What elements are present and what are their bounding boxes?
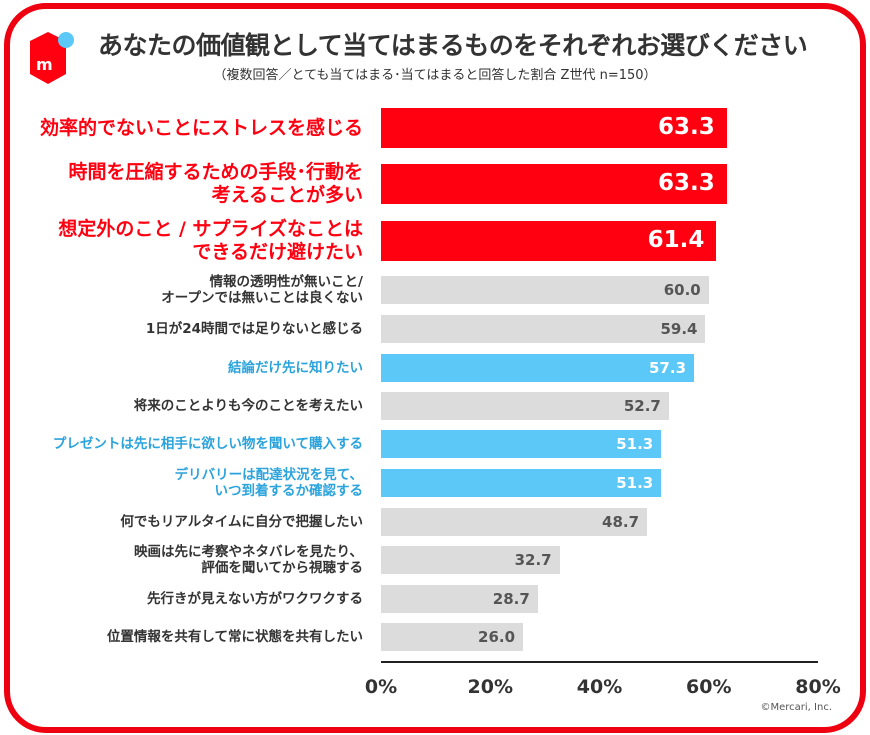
value-label: 57.3 [649,358,687,377]
value-label: 32.7 [514,550,552,569]
bar [381,469,662,497]
category-label: 先行きが見えない方がワクワクする [147,590,363,607]
category-label: 結論だけ先に知りたい [228,359,363,376]
bar [381,354,694,382]
chart-subtitle: （複数回答／とても当てはまる･当てはまると回答した割合 Z世代 n=150） [213,68,657,83]
chart-frame [4,3,866,733]
category-label: 位置情報を共有して常に状態を共有したい [106,628,363,645]
mercari-logo: m [30,32,74,84]
value-label: 51.3 [616,434,654,453]
category-label: 何でもリアルタイムに自分で把握したい [120,513,363,530]
bar [381,315,706,343]
bar [381,585,538,613]
x-axis-line [381,661,818,663]
bar [381,392,669,420]
category-label: 1日が24時間では足りないと感じる [145,320,363,337]
value-label: 61.4 [647,226,705,253]
category-label: 時間を圧縮するための手段･行動を 考えることが多い [68,161,363,206]
category-label: 映画は先に考察やネタバレを見たり、 評価を聞いてから視聴する [134,543,363,576]
value-label: 59.4 [660,319,698,338]
value-label: 48.7 [602,512,640,531]
bar [381,508,648,536]
value-label: 60.0 [663,280,701,299]
value-label: 63.3 [658,169,715,196]
x-tick-label: 60% [686,676,732,698]
value-label: 26.0 [478,627,516,646]
value-label: 51.3 [616,473,654,492]
category-label: 将来のことよりも今のことを考えたい [133,397,363,414]
x-tick-label: 0% [364,676,398,698]
bar [381,164,727,204]
value-label: 28.7 [492,589,530,608]
value-label: 52.7 [623,396,661,415]
x-tick-label: 20% [467,676,513,698]
category-label: 効率的でないことにストレスを感じる [39,116,363,139]
svg-text:m: m [36,55,53,74]
bar [381,546,560,574]
bar [381,430,662,458]
value-label: 63.3 [658,113,715,140]
x-tick-label: 40% [576,676,623,698]
category-label: デリバリーは配達状況を見て、 いつ到着するか確認する [174,466,363,499]
bar [381,221,717,261]
category-label: 想定外のこと / サプライズなことは できるだけ避けたい [58,218,363,263]
bar [381,108,727,148]
category-label: プレゼントは先に相手に欲しい物を聞いて購入する [52,435,363,452]
bar [381,276,709,304]
chart-title: あなたの価値観として当てはまるものをそれぞれお選びください [98,31,808,60]
bar [381,623,524,651]
copyright: ©Mercari, Inc. [760,702,832,713]
x-tick-label: 80% [795,676,841,698]
category-label: 情報の透明性が無いこと/ オープンでは無いことは良くない [161,273,363,306]
